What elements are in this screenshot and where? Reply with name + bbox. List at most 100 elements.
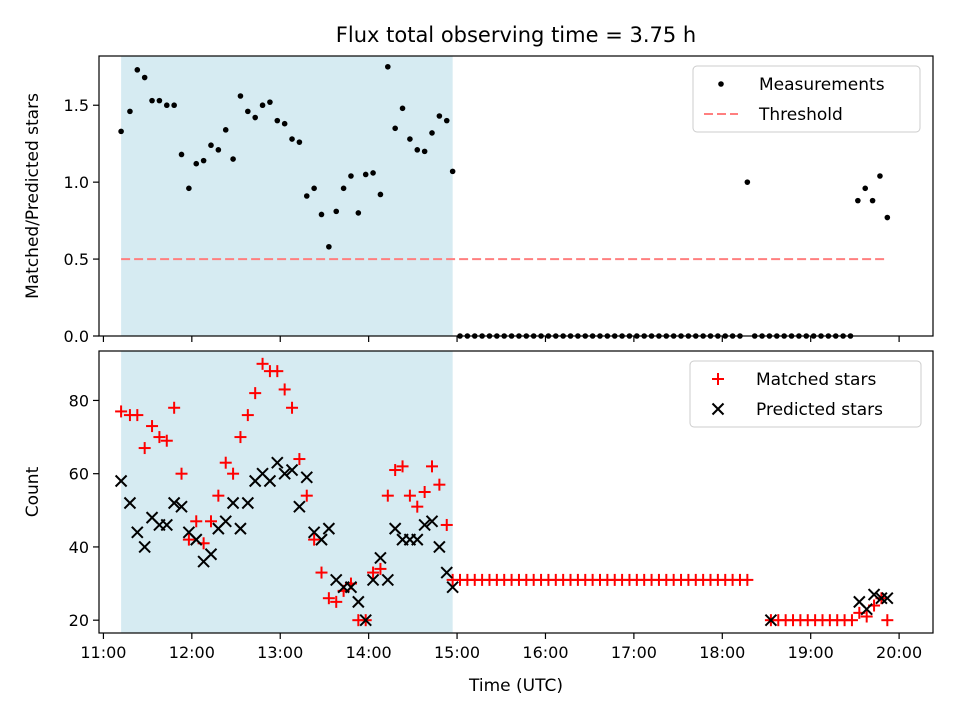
predicted-star-marker	[160, 518, 173, 532]
predicted-star-marker	[114, 474, 128, 488]
predicted-star-marker	[190, 533, 203, 546]
matched-star-marker	[440, 518, 453, 531]
measurement-point	[127, 108, 133, 115]
measurement-point	[245, 108, 251, 115]
legend-marker-predicted	[711, 402, 725, 416]
matched-star-marker	[374, 562, 387, 575]
measurement-point	[399, 105, 406, 112]
matched-star-marker	[389, 464, 402, 477]
matched-star-marker	[286, 401, 299, 414]
predicted-star-marker	[263, 474, 277, 488]
matched-star-marker	[278, 383, 291, 396]
predicted-star-marker	[219, 515, 232, 528]
y-tick-label: 20	[69, 611, 89, 630]
predicted-star-marker	[425, 515, 439, 528]
matched-star-marker	[860, 610, 873, 623]
measurement-point	[443, 117, 450, 124]
predicted-star-marker	[226, 496, 240, 510]
predicted-star-marker	[123, 496, 137, 510]
measurement-point	[318, 211, 325, 218]
measurement-point	[274, 117, 281, 124]
predicted-star-marker	[315, 533, 328, 546]
measurement-point	[252, 114, 258, 121]
measurement-point	[222, 127, 229, 133]
measurement-point	[156, 97, 163, 104]
measurement-point	[429, 130, 435, 136]
measurement-point	[407, 136, 413, 142]
predicted-star-marker	[241, 496, 255, 510]
matched-star-marker	[131, 409, 144, 422]
measurement-point	[163, 102, 170, 109]
predicted-star-marker	[860, 602, 873, 616]
matched-star-marker	[403, 489, 416, 502]
matched-star-marker	[175, 467, 188, 480]
predicted-star-marker	[138, 540, 151, 554]
measurement-point	[355, 210, 362, 216]
legend-entry-label: Predicted stars	[756, 400, 883, 420]
predicted-star-marker	[352, 595, 365, 609]
x-tick-label: 15:00	[434, 643, 480, 662]
x-tick-label: 18:00	[699, 643, 745, 662]
matched-star-marker	[322, 592, 335, 605]
measurement-point	[392, 125, 398, 132]
matched-star-marker	[241, 409, 254, 422]
measurement-point	[186, 185, 192, 192]
y-tick-label: 0.5	[64, 250, 89, 269]
predicted-star-marker	[867, 588, 881, 601]
measurement-point	[193, 160, 200, 167]
legend-entry-label: Threshold	[758, 105, 843, 125]
matched-star-marker	[168, 401, 181, 414]
measurement-point	[862, 185, 869, 192]
measurement-point	[215, 147, 222, 153]
predicted-star-marker	[322, 522, 336, 535]
measurement-point	[884, 214, 891, 221]
legend-entry-label: Matched stars	[756, 370, 876, 390]
predicted-star-marker	[418, 518, 431, 532]
legend-marker-matched	[712, 373, 724, 385]
y-tick-label: 0.0	[64, 327, 89, 346]
measurement-point	[436, 113, 443, 119]
observing-window-span	[121, 56, 453, 336]
legend-entry-label: Measurements	[759, 75, 885, 95]
x-axis-label: Time (UTC)	[468, 676, 563, 696]
matched-star-marker	[411, 500, 424, 513]
predicted-star-marker	[440, 566, 453, 579]
predicted-star-marker	[278, 467, 291, 480]
matched-star-marker	[426, 460, 439, 473]
measurement-point	[118, 128, 124, 135]
matched-star-marker	[256, 357, 269, 370]
matched-star-marker	[182, 533, 195, 546]
predicted-star-marker	[411, 533, 424, 546]
legend: Matched stars Predicted stars	[689, 360, 922, 428]
legend: Measurements Threshold	[692, 65, 921, 133]
predicted-star-marker	[293, 500, 306, 513]
matched-star-marker	[418, 486, 431, 498]
predicted-star-marker	[388, 522, 402, 535]
matched-star-marker	[741, 573, 754, 586]
predicted-star-marker	[300, 471, 313, 484]
matched-star-marker	[219, 456, 232, 469]
matched-star-marker	[153, 431, 166, 444]
measurement-point	[171, 102, 177, 109]
predicted-star-marker	[366, 573, 380, 587]
predicted-star-marker	[446, 581, 459, 594]
x-tick-label: 17:00	[611, 643, 657, 662]
y-axis-label: Matched/Predicted stars	[23, 93, 43, 299]
x-tick-label: 11:00	[80, 643, 126, 662]
measurement-point	[377, 191, 384, 198]
matched-star-marker	[234, 431, 247, 444]
bottom-chart-panel: 20 40 60 80 11:00 12:00 13:00 14:00 15:00 16:00 17…	[23, 350, 934, 662]
measurement-point	[414, 147, 421, 153]
matched-star-marker	[330, 595, 343, 608]
x-tick-label: 19:00	[788, 643, 834, 662]
y-axis-label: Count	[23, 466, 43, 517]
measurement-point	[200, 157, 207, 164]
measurement-point	[744, 179, 751, 185]
measurement-point	[869, 197, 876, 204]
legend-marker-measurements	[718, 81, 724, 87]
matched-star-marker	[881, 614, 894, 627]
matched-star-marker	[138, 442, 151, 455]
matched-star-marker	[396, 460, 409, 473]
measurement-point	[340, 185, 347, 192]
